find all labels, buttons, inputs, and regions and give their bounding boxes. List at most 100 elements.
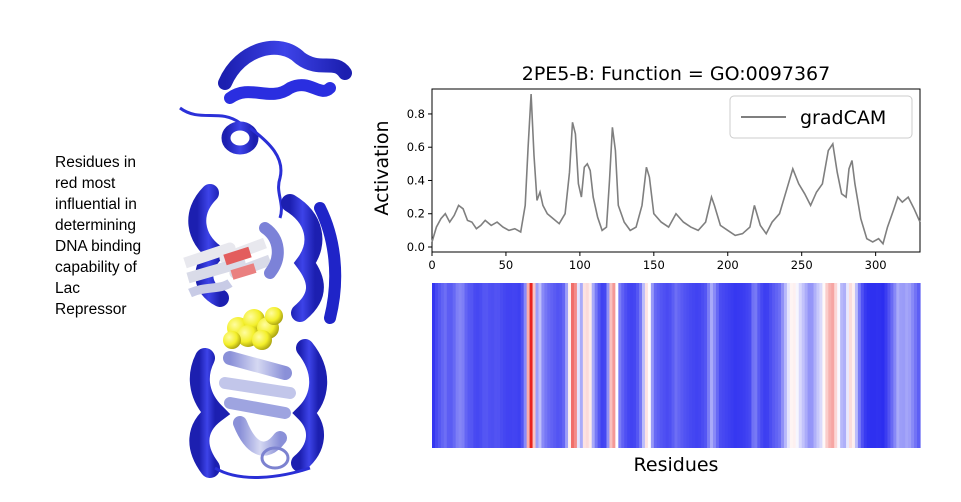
heatmap-cell (917, 283, 921, 448)
y-tick-label: 0.2 (407, 207, 425, 221)
heatmap-cell (665, 283, 670, 448)
heatmap-cell (798, 283, 803, 448)
heatmap-cell (541, 283, 545, 448)
heatmap-cell (789, 283, 794, 448)
heatmap-cell (704, 283, 708, 448)
heatmap-cell (763, 283, 767, 448)
heatmap-cell (727, 283, 732, 448)
x-tick-label: 300 (865, 258, 887, 272)
heatmap-cell (890, 283, 894, 448)
heatmap-cell (547, 283, 551, 448)
heatmap-cell (612, 283, 616, 448)
heatmap-cell (568, 283, 572, 448)
legend-box (729, 95, 913, 139)
caption-line: Repressor (55, 301, 127, 318)
heatmap-cell (476, 283, 480, 448)
heatmap-cell (712, 283, 717, 448)
heatmap-cell (742, 283, 747, 448)
heatmap-cell (896, 283, 900, 448)
heatmap-cell (854, 283, 859, 448)
heatmap-cell (695, 283, 699, 448)
heatmap-cell (872, 283, 877, 448)
heatmap-cell (887, 283, 892, 448)
y-tick-label: 0.6 (407, 140, 425, 154)
heatmap-cell (772, 283, 776, 448)
heatmap-cell (526, 283, 531, 448)
heatmap-cell (500, 283, 504, 448)
heatmap-cell (482, 283, 486, 448)
heatmap-cell (618, 283, 622, 448)
caption-line: Residues in (55, 154, 136, 171)
heatmap-cell (494, 283, 498, 448)
heatmap-cell (479, 283, 483, 448)
chart-title: 2PE5-B: Function = GO:0097367 (522, 63, 830, 85)
heatmap-cell (680, 283, 684, 448)
legend: gradCAM (729, 95, 913, 139)
heatmap-cell (579, 283, 584, 448)
heatmap-cell (878, 283, 883, 448)
x-tick-label: 50 (499, 258, 514, 272)
heatmap-cell (757, 283, 761, 448)
heatmap-cell (538, 283, 543, 448)
heatmap-cell (775, 283, 779, 448)
heatmap-cell (881, 283, 886, 448)
heatmap-cell (780, 283, 785, 448)
series-line-gradCAM (431, 93, 921, 246)
heatmap-cell (434, 283, 439, 448)
heatmap-cell (591, 283, 596, 448)
heatmap-cell (893, 283, 897, 448)
heatmap-cell (677, 283, 682, 448)
heatmap-cell (866, 283, 871, 448)
heatmap-cell (760, 283, 764, 448)
heatmap-cell (769, 283, 773, 448)
heatmap-cell (751, 283, 755, 448)
heatmap-cell (840, 283, 844, 448)
x-tick-label: 200 (717, 258, 739, 272)
heatmap-cell (461, 283, 466, 448)
heatmap-cell (639, 283, 643, 448)
heatmap-cell (724, 283, 729, 448)
heatmap-cell (656, 283, 661, 448)
heatmap-cell (707, 283, 711, 448)
heatmap-cell (514, 283, 519, 448)
heatmap-cell (748, 283, 753, 448)
heatmap-cell (650, 283, 655, 448)
heatmap-cell (437, 283, 442, 448)
heatmap-cell (508, 283, 513, 448)
heatmap-cell (710, 283, 714, 448)
heatmap-cell (544, 283, 548, 448)
y-tick-label: 0.0 (407, 240, 425, 254)
heatmap-cell (875, 283, 880, 448)
y-tick-label: 0.8 (407, 107, 425, 121)
heatmap-cell (535, 283, 540, 448)
heatmap-cell (485, 283, 489, 448)
caption-line: red most (55, 175, 116, 192)
caption-line: determining (55, 217, 136, 234)
heatmap-cell (884, 283, 889, 448)
heatmap-cell (837, 283, 841, 448)
heatmap-cell (488, 283, 492, 448)
heatmap-cell (562, 283, 566, 448)
y-axis-label: Activation (371, 120, 393, 215)
core-domain-lower (189, 339, 328, 479)
caption-line: capability of (55, 259, 137, 276)
heatmap-cell (671, 283, 676, 448)
heatmap-cell (452, 283, 457, 448)
heatmap-cell (816, 283, 821, 448)
heatmap-cell (641, 283, 646, 448)
heatmap-cell (828, 283, 832, 448)
heatmap-strip (432, 283, 921, 448)
heatmap-cell (594, 283, 599, 448)
heatmap-cell (786, 283, 791, 448)
core-domain-upper (183, 184, 342, 324)
heatmap-cell (689, 283, 693, 448)
heatmap-cell (869, 283, 874, 448)
heatmap-cell (911, 283, 915, 448)
heatmap-cell (582, 283, 587, 448)
heatmap-cell (455, 283, 460, 448)
heatmap-cell (783, 283, 788, 448)
heatmap-cell (517, 283, 522, 448)
heatmap-cell (449, 283, 454, 448)
heatmap-cell (630, 283, 634, 448)
